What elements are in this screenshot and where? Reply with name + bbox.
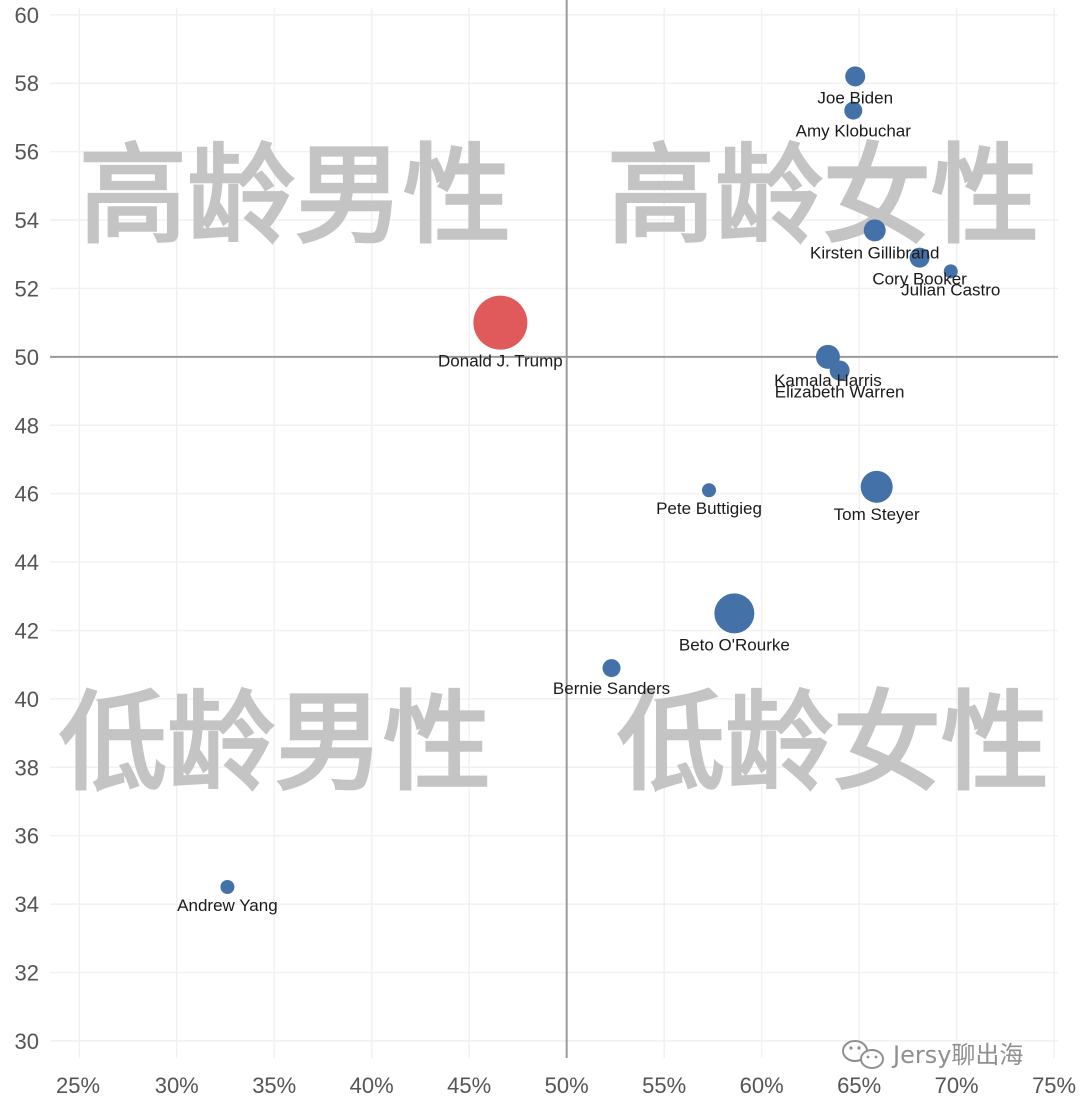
point-kirsten-gillibrand — [863, 219, 886, 242]
point-label-donald-j-trump: Donald J. Trump — [438, 352, 563, 371]
y-tick-label: 42 — [15, 618, 39, 643]
y-tick-label: 54 — [15, 208, 39, 233]
point-julian-castro — [943, 264, 958, 279]
watermark-text: Jersy聊出海 — [891, 1041, 1023, 1069]
x-tick-label: 65% — [837, 1073, 881, 1098]
x-tick-label: 40% — [350, 1073, 394, 1098]
y-tick-label: 52 — [15, 276, 39, 301]
point-label-andrew-yang: Andrew Yang — [177, 896, 278, 915]
point-label-elizabeth-warren: Elizabeth Warren — [775, 383, 905, 402]
x-tick-label: 25% — [56, 1073, 100, 1098]
point-amy-klobuchar — [844, 101, 863, 120]
x-tick-label: 45% — [447, 1073, 491, 1098]
point-label-bernie-sanders: Bernie Sanders — [553, 679, 670, 698]
point-beto-o-rourke — [714, 593, 755, 634]
reference-lines — [50, 0, 1058, 1058]
y-tick-label: 60 — [15, 3, 39, 28]
y-tick-label: 38 — [15, 755, 39, 780]
watermark: Jersy聊出海 — [842, 1040, 1023, 1069]
point-pete-buttigieg — [702, 483, 717, 498]
y-tick-label: 34 — [15, 892, 39, 917]
point-label-julian-castro: Julian Castro — [901, 280, 1000, 299]
y-tick-label: 32 — [15, 960, 39, 985]
x-tick-label: 60% — [740, 1073, 784, 1098]
point-elizabeth-warren — [829, 360, 850, 381]
point-tom-steyer — [860, 470, 893, 503]
y-tick-label: 46 — [15, 482, 39, 507]
quadrant-top-right: 高龄女性 — [607, 134, 1039, 259]
point-cory-booker — [909, 247, 930, 268]
point-label-pete-buttigieg: Pete Buttigieg — [656, 499, 762, 518]
x-axis-ticks: 25% 30% 35% 40% 45% 50% 55% 60% 65% 70% 75% — [56, 1073, 1076, 1098]
y-tick-label: 50 — [15, 345, 39, 370]
point-bernie-sanders — [602, 659, 621, 678]
data-points — [220, 66, 958, 894]
point-andrew-yang — [220, 879, 235, 894]
y-tick-label: 44 — [15, 550, 39, 575]
point-label-amy-klobuchar: Amy Klobuchar — [796, 122, 912, 141]
point-label-beto-o-rourke: Beto O'Rourke — [679, 635, 790, 654]
x-tick-label: 75% — [1032, 1073, 1076, 1098]
point-label-cory-booker: Cory Booker — [872, 270, 967, 289]
quadrant-labels: 高龄男性 高龄女性 低龄男性 低龄女性 — [59, 134, 1049, 806]
y-tick-label: 58 — [15, 71, 39, 96]
point-label-tom-steyer: Tom Steyer — [834, 505, 920, 524]
point-joe-biden — [845, 66, 866, 87]
y-tick-label: 56 — [15, 140, 39, 165]
y-tick-label: 30 — [15, 1029, 39, 1054]
y-tick-label: 36 — [15, 824, 39, 849]
x-tick-label: 55% — [642, 1073, 686, 1098]
point-labels: Joe Biden Amy Klobuchar Kirsten Gillibrand… — [177, 88, 1000, 915]
x-tick-label: 50% — [545, 1073, 589, 1098]
wechat-icon — [842, 1040, 884, 1069]
quadrant-bottom-left: 低龄男性 — [59, 681, 491, 806]
quadrant-bottom-right: 低龄女性 — [617, 681, 1049, 806]
x-tick-label: 35% — [252, 1073, 296, 1098]
point-label-joe-biden: Joe Biden — [817, 88, 893, 107]
y-tick-label: 40 — [15, 687, 39, 712]
quadrant-top-left: 高龄男性 — [79, 134, 511, 259]
point-label-kamala-harris: Kamala Harris — [774, 371, 882, 390]
x-tick-label: 30% — [155, 1073, 199, 1098]
y-tick-label: 48 — [15, 413, 39, 438]
x-tick-label: 70% — [935, 1073, 979, 1098]
point-donald-j-trump — [473, 295, 528, 350]
point-label-kirsten-gillibrand: Kirsten Gillibrand — [810, 243, 939, 262]
y-axis-ticks: 30 32 34 36 38 40 42 44 46 48 50 52 54 56 58 60 — [15, 3, 39, 1054]
